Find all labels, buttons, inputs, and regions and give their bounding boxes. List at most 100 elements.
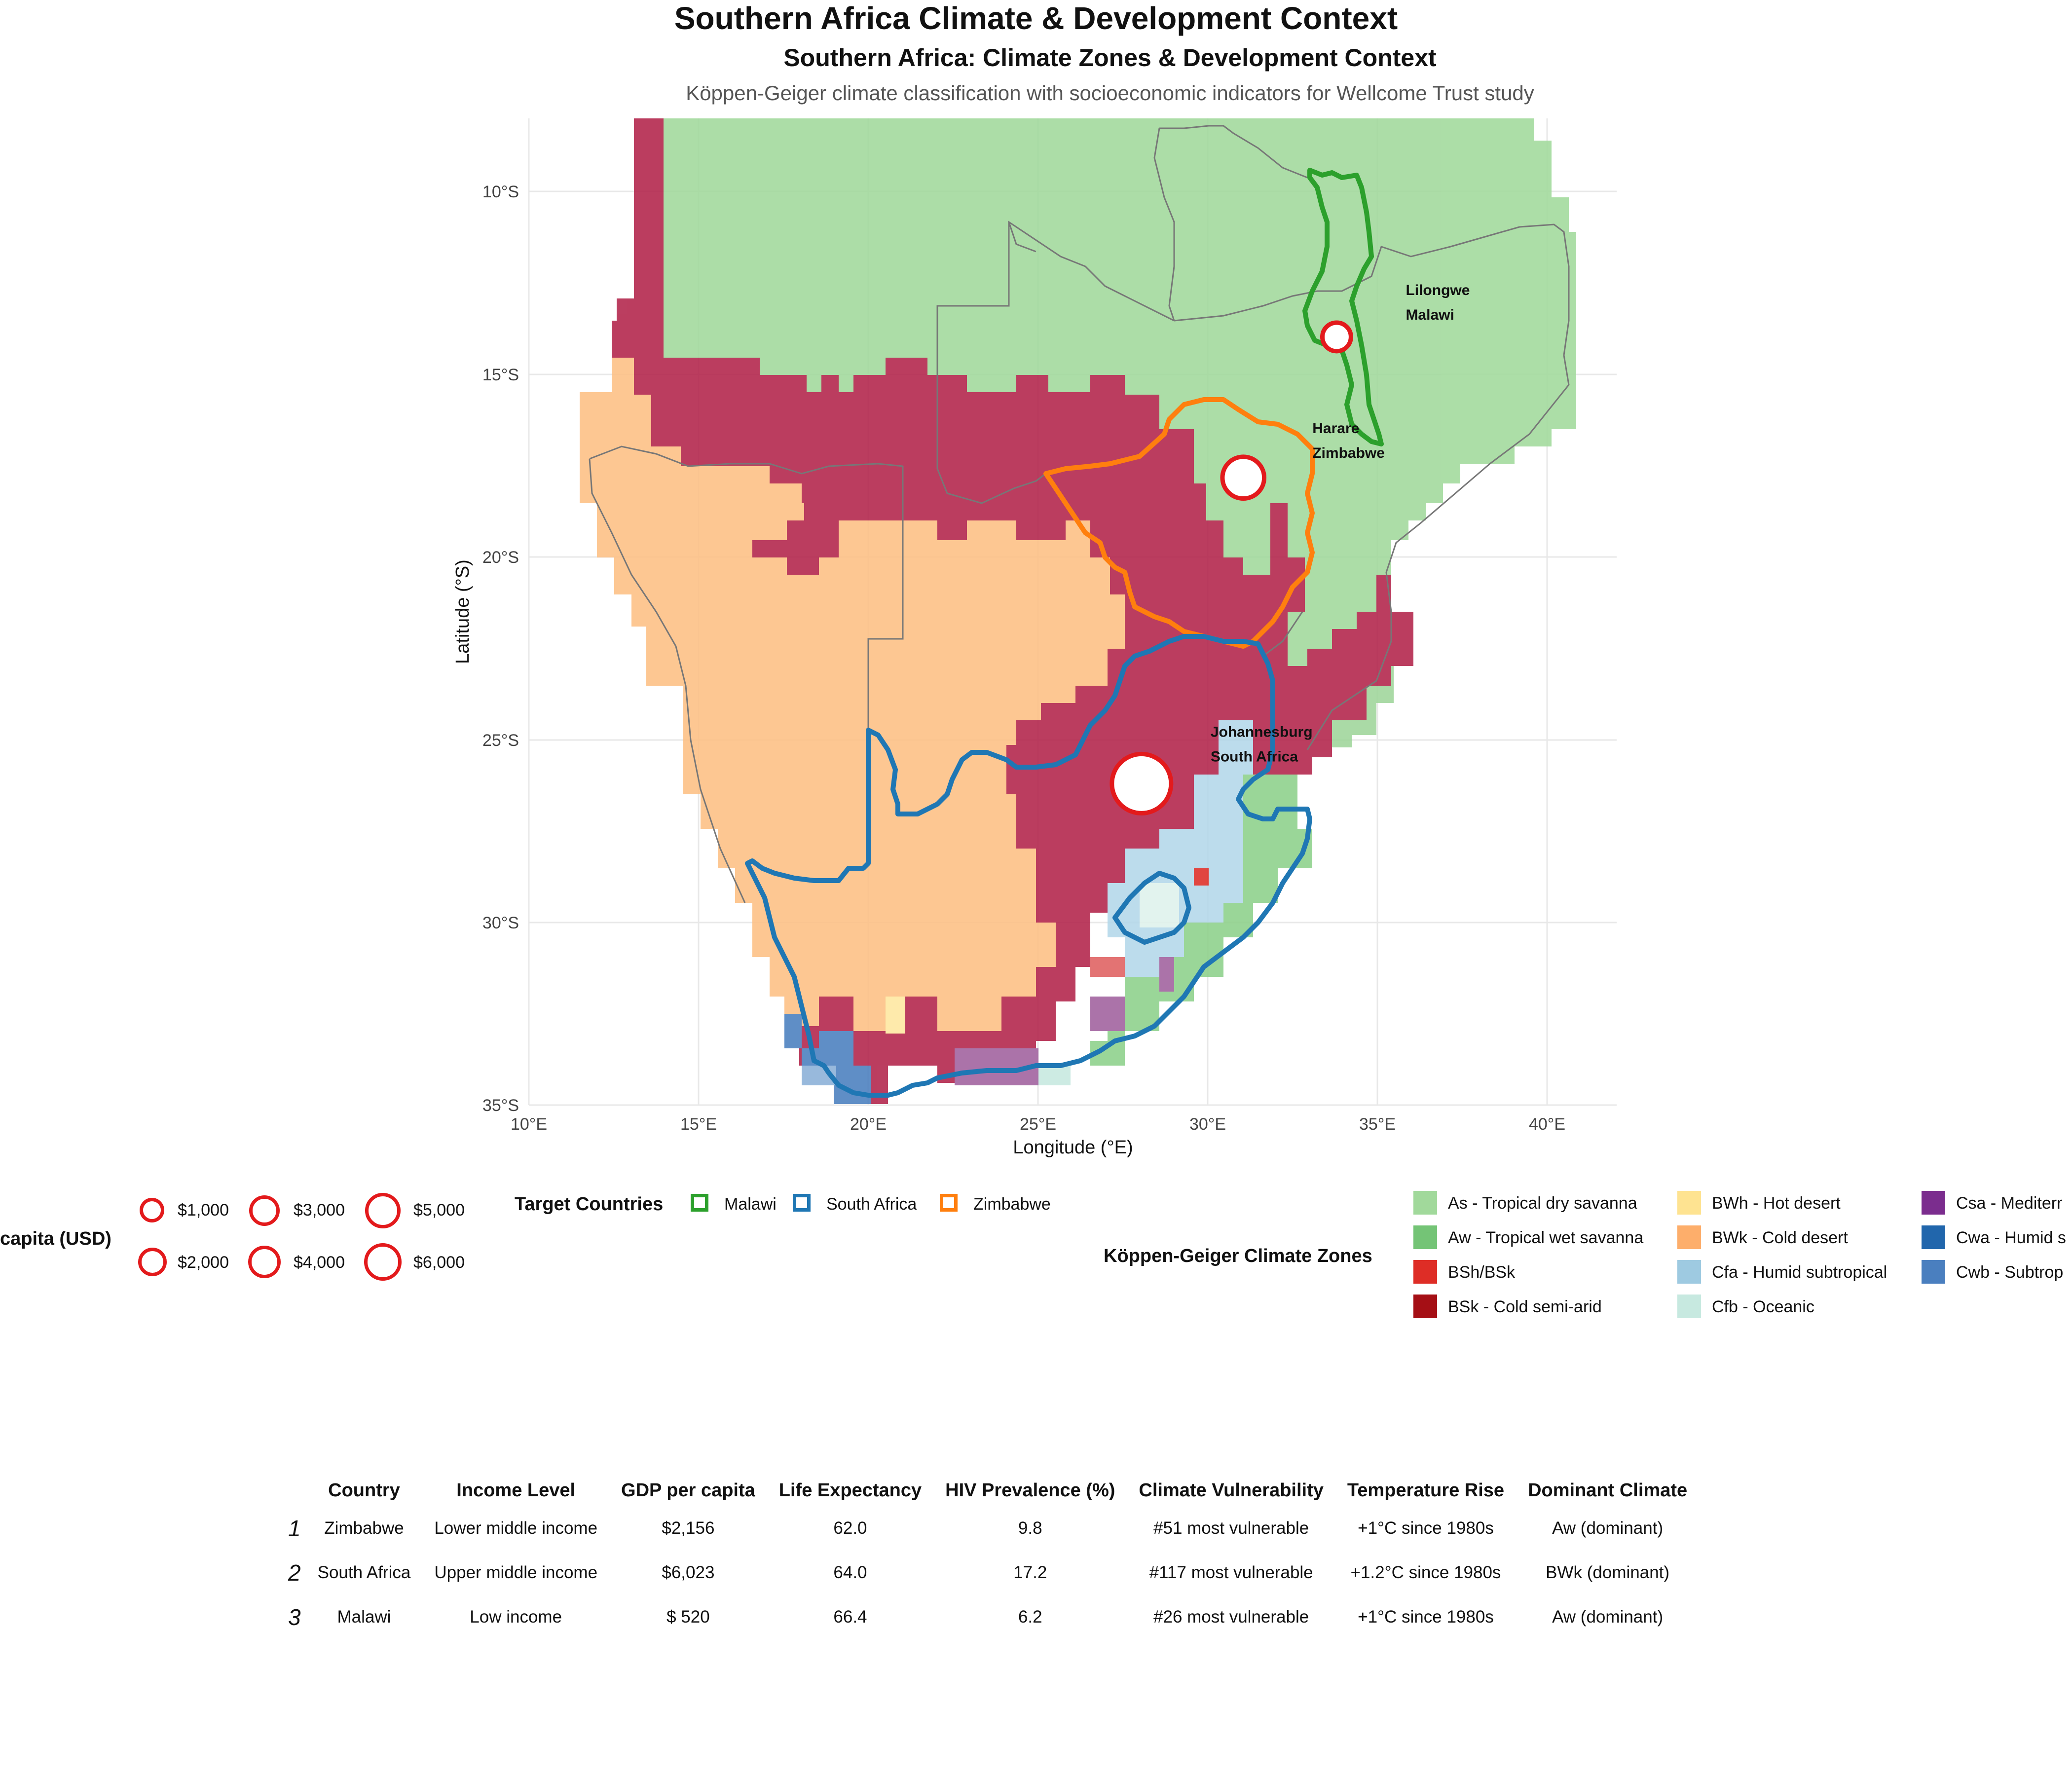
zimbabwe-key <box>940 1194 958 1212</box>
country-stats-table: Country Income Level GDP per capita Life… <box>276 1475 1699 1639</box>
gdp-circle-1000 <box>140 1198 164 1222</box>
zone-key-as <box>1413 1191 1437 1215</box>
y-tick-label: 10°S <box>482 183 519 201</box>
zone-legend-label: Cfb - Oceanic <box>1712 1297 1814 1316</box>
zone-legend-label: Cwa - Humid s <box>1956 1228 2066 1247</box>
table-cell: Zimbabwe <box>324 1518 404 1538</box>
page-title: Southern Africa Climate & Development Co… <box>674 0 1398 36</box>
gdp-circle-5000 <box>365 1193 401 1228</box>
y-tick-label: 35°S <box>482 1096 519 1115</box>
table-header: Life Expectancy <box>778 1480 922 1501</box>
zone-legend-label: BWh - Hot desert <box>1712 1194 1841 1213</box>
zone-legend-label: Aw - Tropical wet savanna <box>1448 1228 1644 1247</box>
zone-legend-title: Köppen-Geiger Climate Zones <box>1104 1246 1372 1266</box>
gdp-circle-3000 <box>249 1195 280 1226</box>
table-cell: #26 most vulnerable <box>1153 1607 1309 1627</box>
zone-bsh-2 <box>1194 868 1209 886</box>
gdp-legend-label: $1,000 <box>178 1201 229 1220</box>
x-tick-label: 15°E <box>680 1115 717 1134</box>
climate-zone-raster <box>580 118 1576 1104</box>
country-label: Malawi <box>1406 307 1454 323</box>
table-header: Country <box>328 1480 400 1501</box>
y-tick-label: 25°S <box>482 731 519 750</box>
zone-cfb-lesotho <box>1140 883 1179 927</box>
x-tick-label: 35°E <box>1359 1115 1396 1134</box>
row-number: 2 <box>288 1560 301 1586</box>
climate-map: Lilongwe Malawi Harare Zimbabwe Johannesburg… <box>452 118 1617 1158</box>
table-cell: Aw (dominant) <box>1552 1607 1664 1627</box>
row-number: 3 <box>288 1604 301 1630</box>
x-tick-label: 40°E <box>1529 1115 1565 1134</box>
zone-key-bwh <box>1677 1191 1701 1215</box>
table-header: HIV Prevalence (%) <box>945 1480 1115 1501</box>
table-header-row: Country Income Level GDP per capita Life… <box>276 1475 1699 1506</box>
country-label: Zimbabwe <box>1312 445 1385 461</box>
x-axis: 10°E 15°E 20°E 25°E 30°E 35°E 40°E Longi… <box>511 1115 1565 1158</box>
lesotho-outline <box>1112 871 1191 945</box>
gdp-circle-6000 <box>364 1243 402 1281</box>
zone-aw-kzn <box>1090 775 1312 1066</box>
zone-bwk-west <box>580 358 1125 1031</box>
zone-bsk-belt <box>612 118 1413 1104</box>
city-label: Lilongwe <box>1406 282 1470 298</box>
zone-csa-2 <box>1159 957 1174 992</box>
gdp-legend-label: $5,000 <box>413 1201 465 1220</box>
table-cell: +1°C since 1980s <box>1358 1518 1494 1538</box>
south-africa-outline <box>745 634 1312 1098</box>
table-cell: Malawi <box>337 1607 391 1627</box>
zone-as-zimbabwe <box>1194 429 1288 575</box>
x-tick-label: 30°E <box>1189 1115 1226 1134</box>
zone-legend-label: Csa - Mediterr <box>1956 1194 2063 1213</box>
table-row: 1 Zimbabwe Lower middle income $2,156 62… <box>276 1506 1699 1551</box>
table-cell: +1°C since 1980s <box>1358 1607 1494 1627</box>
table-cell: Upper middle income <box>434 1563 598 1582</box>
malawi-key <box>691 1194 708 1212</box>
gdp-circle-2000 <box>138 1248 167 1276</box>
city-marker <box>1110 751 1174 815</box>
x-tick-label: 25°E <box>1020 1115 1056 1134</box>
y-axis-title: Latitude (°S) <box>452 559 473 664</box>
city-label: Johannesburg <box>1211 724 1313 740</box>
zone-key-bsk <box>1413 1295 1437 1318</box>
table-header: Temperature Rise <box>1347 1480 1505 1501</box>
gdp-circle-4000 <box>248 1246 281 1278</box>
y-tick-label: 30°S <box>482 914 519 932</box>
city-marker <box>1220 454 1267 501</box>
table-cell: Low income <box>470 1607 562 1627</box>
table-header-spacer <box>276 1475 306 1506</box>
y-tick-label: 20°S <box>482 548 519 567</box>
table-cell: Aw (dominant) <box>1552 1518 1664 1538</box>
y-tick-label: 15°S <box>482 366 519 384</box>
table-cell: $ 520 <box>666 1607 710 1627</box>
table-cell: BWk (dominant) <box>1546 1563 1670 1582</box>
table-cell: 6.2 <box>1018 1607 1042 1627</box>
zone-legend-label: BSh/BSk <box>1448 1263 1516 1282</box>
countries-legend-title: Target Countries <box>515 1194 664 1215</box>
gdp-legend-label: $6,000 <box>413 1253 465 1272</box>
zone-bsk-moz <box>1376 612 1413 666</box>
zone-bwh-patch <box>886 997 905 1034</box>
x-axis-title: Longitude (°E) <box>1013 1137 1133 1158</box>
zone-key-csa <box>1922 1191 1945 1215</box>
country-legend-label: South Africa <box>826 1195 917 1214</box>
country-legend-label: Zimbabwe <box>973 1195 1051 1214</box>
zone-legend-label: BSk - Cold semi-arid <box>1448 1297 1602 1316</box>
table-header: Income Level <box>456 1480 576 1501</box>
zone-legend-label: As - Tropical dry savanna <box>1448 1194 1637 1213</box>
zone-legend-label: Cwb - Subtrop <box>1956 1263 2064 1282</box>
city-marker <box>1320 320 1353 354</box>
country-label: South Africa <box>1211 748 1298 765</box>
zone-key-cfa <box>1677 1260 1701 1284</box>
zone-legend-label: BWk - Cold desert <box>1712 1228 1848 1247</box>
zone-key-cwb <box>1922 1260 1945 1284</box>
table-cell: $2,156 <box>662 1518 715 1538</box>
table-header: Dominant Climate <box>1528 1480 1688 1501</box>
south-africa-key <box>793 1194 811 1212</box>
zone-csa-1 <box>1090 997 1125 1031</box>
table-cell: $6,023 <box>662 1563 715 1582</box>
table-header: Climate Vulnerability <box>1139 1480 1324 1501</box>
table-cell: 66.4 <box>833 1607 867 1627</box>
city-label: Harare <box>1312 420 1359 437</box>
zimbabwe-outline <box>1043 397 1315 649</box>
zone-key-cwa <box>1922 1225 1945 1249</box>
